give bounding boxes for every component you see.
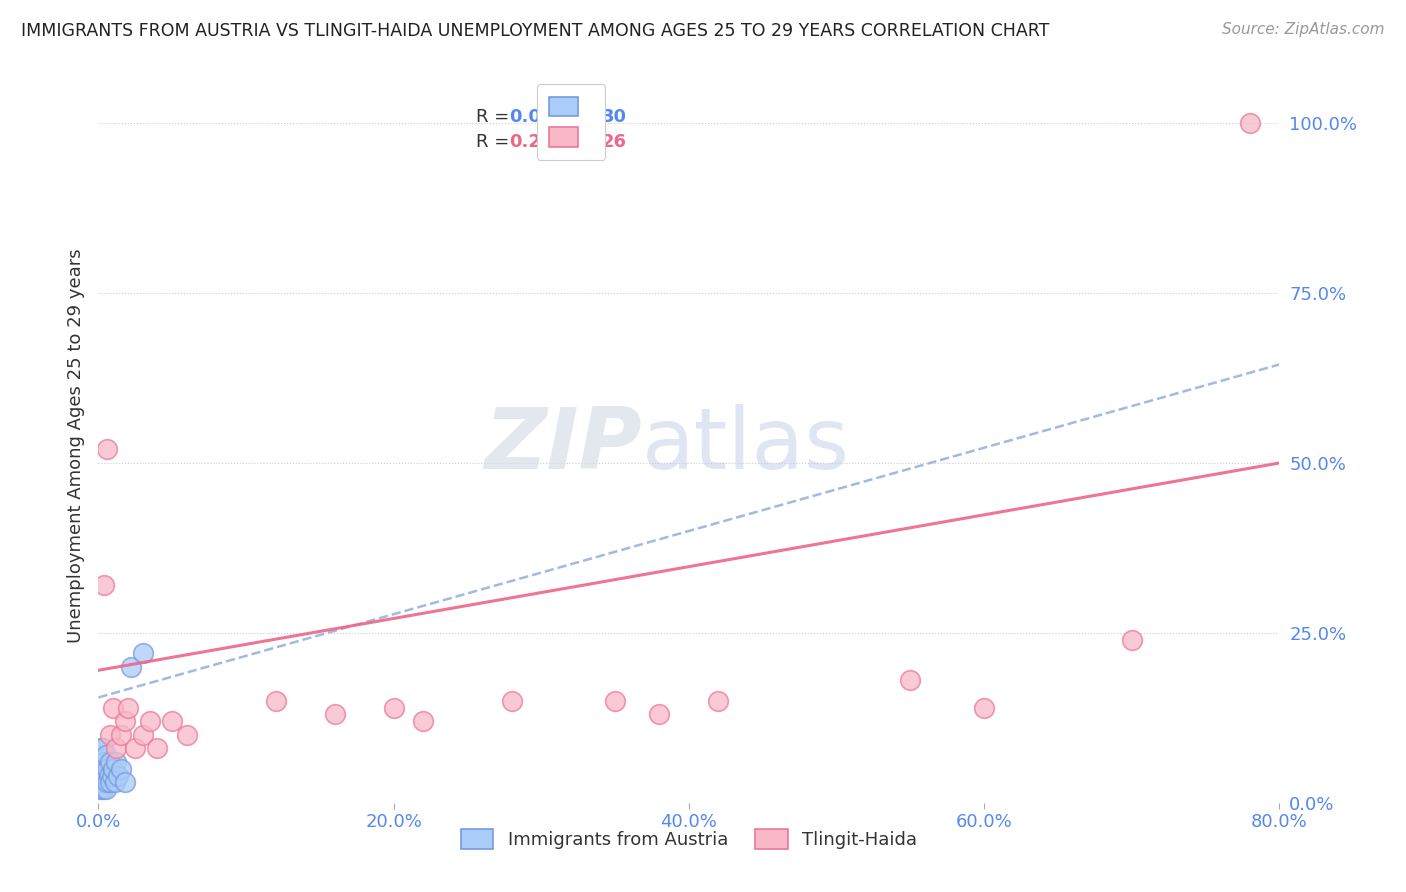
Point xyxy=(93,755,115,769)
Point xyxy=(139,714,162,729)
Point xyxy=(323,707,346,722)
Point xyxy=(93,578,115,592)
Point xyxy=(382,700,405,714)
Point xyxy=(104,775,127,789)
Point xyxy=(98,755,121,769)
Point xyxy=(110,762,132,776)
Point xyxy=(100,769,122,783)
Point xyxy=(146,741,169,756)
Point xyxy=(132,646,155,660)
Point xyxy=(89,782,111,797)
Text: 0.067: 0.067 xyxy=(509,109,567,127)
Point xyxy=(94,748,117,763)
Point xyxy=(93,775,115,789)
Point xyxy=(94,769,117,783)
Point xyxy=(91,769,114,783)
Point xyxy=(132,728,155,742)
Text: 26: 26 xyxy=(602,134,627,152)
Point xyxy=(176,728,198,742)
Point xyxy=(98,728,121,742)
Point xyxy=(707,694,730,708)
Text: N =: N = xyxy=(560,109,610,127)
Point xyxy=(117,700,139,714)
Point xyxy=(110,728,132,742)
Text: ZIP: ZIP xyxy=(484,404,641,488)
Point xyxy=(900,673,922,688)
Point xyxy=(91,741,114,756)
Point xyxy=(264,694,287,708)
Point xyxy=(605,694,627,708)
Point xyxy=(96,775,118,789)
Point xyxy=(103,700,125,714)
Point xyxy=(90,741,112,756)
Point xyxy=(96,762,118,776)
Point xyxy=(94,782,117,797)
Text: Source: ZipAtlas.com: Source: ZipAtlas.com xyxy=(1222,22,1385,37)
Legend: Immigrants from Austria, Tlingit-Haida: Immigrants from Austria, Tlingit-Haida xyxy=(449,816,929,862)
Point xyxy=(120,660,142,674)
Point xyxy=(96,442,118,457)
Text: N =: N = xyxy=(560,134,610,152)
Point xyxy=(412,714,434,729)
Point xyxy=(97,769,120,783)
Point xyxy=(1121,632,1143,647)
Text: 0.258: 0.258 xyxy=(509,134,567,152)
Point xyxy=(114,714,136,729)
Point xyxy=(107,769,129,783)
Text: atlas: atlas xyxy=(641,404,849,488)
Point xyxy=(124,741,146,756)
Text: R =: R = xyxy=(477,109,516,127)
Point xyxy=(648,707,671,722)
Point xyxy=(91,782,114,797)
Point xyxy=(90,755,112,769)
Text: 30: 30 xyxy=(602,109,627,127)
Point xyxy=(89,755,111,769)
Text: IMMIGRANTS FROM AUSTRIA VS TLINGIT-HAIDA UNEMPLOYMENT AMONG AGES 25 TO 29 YEARS : IMMIGRANTS FROM AUSTRIA VS TLINGIT-HAIDA… xyxy=(21,22,1049,40)
Point xyxy=(90,775,112,789)
Point xyxy=(89,769,111,783)
Point xyxy=(90,762,112,776)
Point xyxy=(105,741,128,756)
Point xyxy=(162,714,183,729)
Point xyxy=(1239,116,1261,130)
Y-axis label: Unemployment Among Ages 25 to 29 years: Unemployment Among Ages 25 to 29 years xyxy=(66,249,84,643)
Point xyxy=(973,700,995,714)
Point xyxy=(91,762,114,776)
Point xyxy=(105,755,128,769)
Point xyxy=(103,762,125,776)
Point xyxy=(501,694,523,708)
Point xyxy=(114,775,136,789)
Text: R =: R = xyxy=(477,134,516,152)
Point xyxy=(98,775,121,789)
